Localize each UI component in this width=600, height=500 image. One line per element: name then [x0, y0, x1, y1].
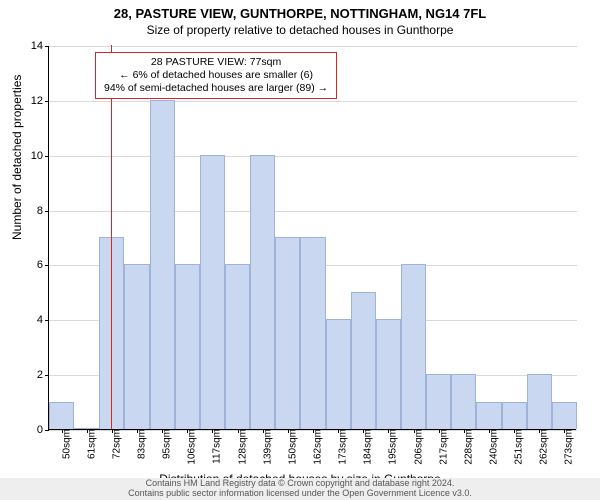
y-tick-mark — [45, 430, 49, 431]
histogram-bar — [351, 292, 376, 429]
plot-region: 0246810121450sqm61sqm72sqm83sqm95sqm106s… — [48, 46, 576, 430]
y-tick-mark — [45, 46, 49, 47]
x-tick-label: 217sqm — [436, 429, 449, 465]
x-tick-label: 262sqm — [537, 429, 550, 465]
gridline — [49, 101, 577, 102]
y-tick-mark — [45, 265, 49, 266]
histogram-bar — [476, 402, 501, 429]
histogram-bar — [451, 374, 476, 429]
y-tick-mark — [45, 211, 49, 212]
histogram-bar — [552, 402, 577, 429]
histogram-bar — [401, 264, 426, 429]
x-tick-label: 251sqm — [512, 429, 525, 465]
histogram-bar — [225, 264, 250, 429]
x-tick-label: 95sqm — [160, 429, 173, 459]
x-tick-label: 128sqm — [235, 429, 248, 465]
x-tick-label: 162sqm — [311, 429, 324, 465]
y-axis-label: Number of detached properties — [10, 75, 24, 240]
annotation-line1: 28 PASTURE VIEW: 77sqm — [104, 56, 328, 69]
x-tick-label: 61sqm — [84, 429, 97, 459]
y-tick-mark — [45, 375, 49, 376]
histogram-bar — [250, 155, 275, 429]
x-tick-label: 139sqm — [260, 429, 273, 465]
x-tick-label: 50sqm — [59, 429, 72, 459]
x-tick-label: 273sqm — [562, 429, 575, 465]
x-tick-label: 184sqm — [361, 429, 374, 465]
histogram-bar — [376, 319, 401, 429]
highlight-marker-line — [111, 45, 112, 429]
y-tick-mark — [45, 156, 49, 157]
footer-line-2: Contains public sector information licen… — [0, 489, 600, 499]
chart-title: 28, PASTURE VIEW, GUNTHORPE, NOTTINGHAM,… — [0, 0, 600, 21]
histogram-bar — [99, 237, 124, 429]
histogram-bar — [49, 402, 74, 429]
x-tick-label: 150sqm — [285, 429, 298, 465]
chart-subtitle: Size of property relative to detached ho… — [0, 21, 600, 37]
annotation-box: 28 PASTURE VIEW: 77sqm← 6% of detached h… — [95, 52, 337, 99]
y-tick-mark — [45, 101, 49, 102]
histogram-bar — [502, 402, 527, 429]
histogram-bar — [326, 319, 351, 429]
histogram-bar — [426, 374, 451, 429]
histogram-bar — [275, 237, 300, 429]
chart-area: 0246810121450sqm61sqm72sqm83sqm95sqm106s… — [48, 46, 576, 430]
histogram-bar — [150, 100, 175, 429]
gridline — [49, 156, 577, 157]
x-tick-label: 195sqm — [386, 429, 399, 465]
histogram-bar — [200, 155, 225, 429]
annotation-line3: 94% of semi-detached houses are larger (… — [104, 82, 328, 95]
gridline — [49, 46, 577, 47]
x-tick-label: 173sqm — [336, 429, 349, 465]
x-tick-label: 117sqm — [210, 429, 223, 464]
x-tick-label: 72sqm — [109, 429, 122, 459]
annotation-line2: ← 6% of detached houses are smaller (6) — [104, 69, 328, 82]
y-tick-mark — [45, 320, 49, 321]
x-tick-label: 106sqm — [185, 429, 198, 465]
histogram-bar — [527, 374, 552, 429]
histogram-bar — [175, 264, 200, 429]
x-tick-label: 240sqm — [487, 429, 500, 465]
x-tick-label: 228sqm — [461, 429, 474, 465]
histogram-bar — [300, 237, 325, 429]
histogram-bar — [124, 264, 149, 429]
footer-attribution: Contains HM Land Registry data © Crown c… — [0, 478, 600, 500]
gridline — [49, 211, 577, 212]
x-tick-label: 83sqm — [135, 429, 148, 459]
x-tick-label: 206sqm — [411, 429, 424, 465]
